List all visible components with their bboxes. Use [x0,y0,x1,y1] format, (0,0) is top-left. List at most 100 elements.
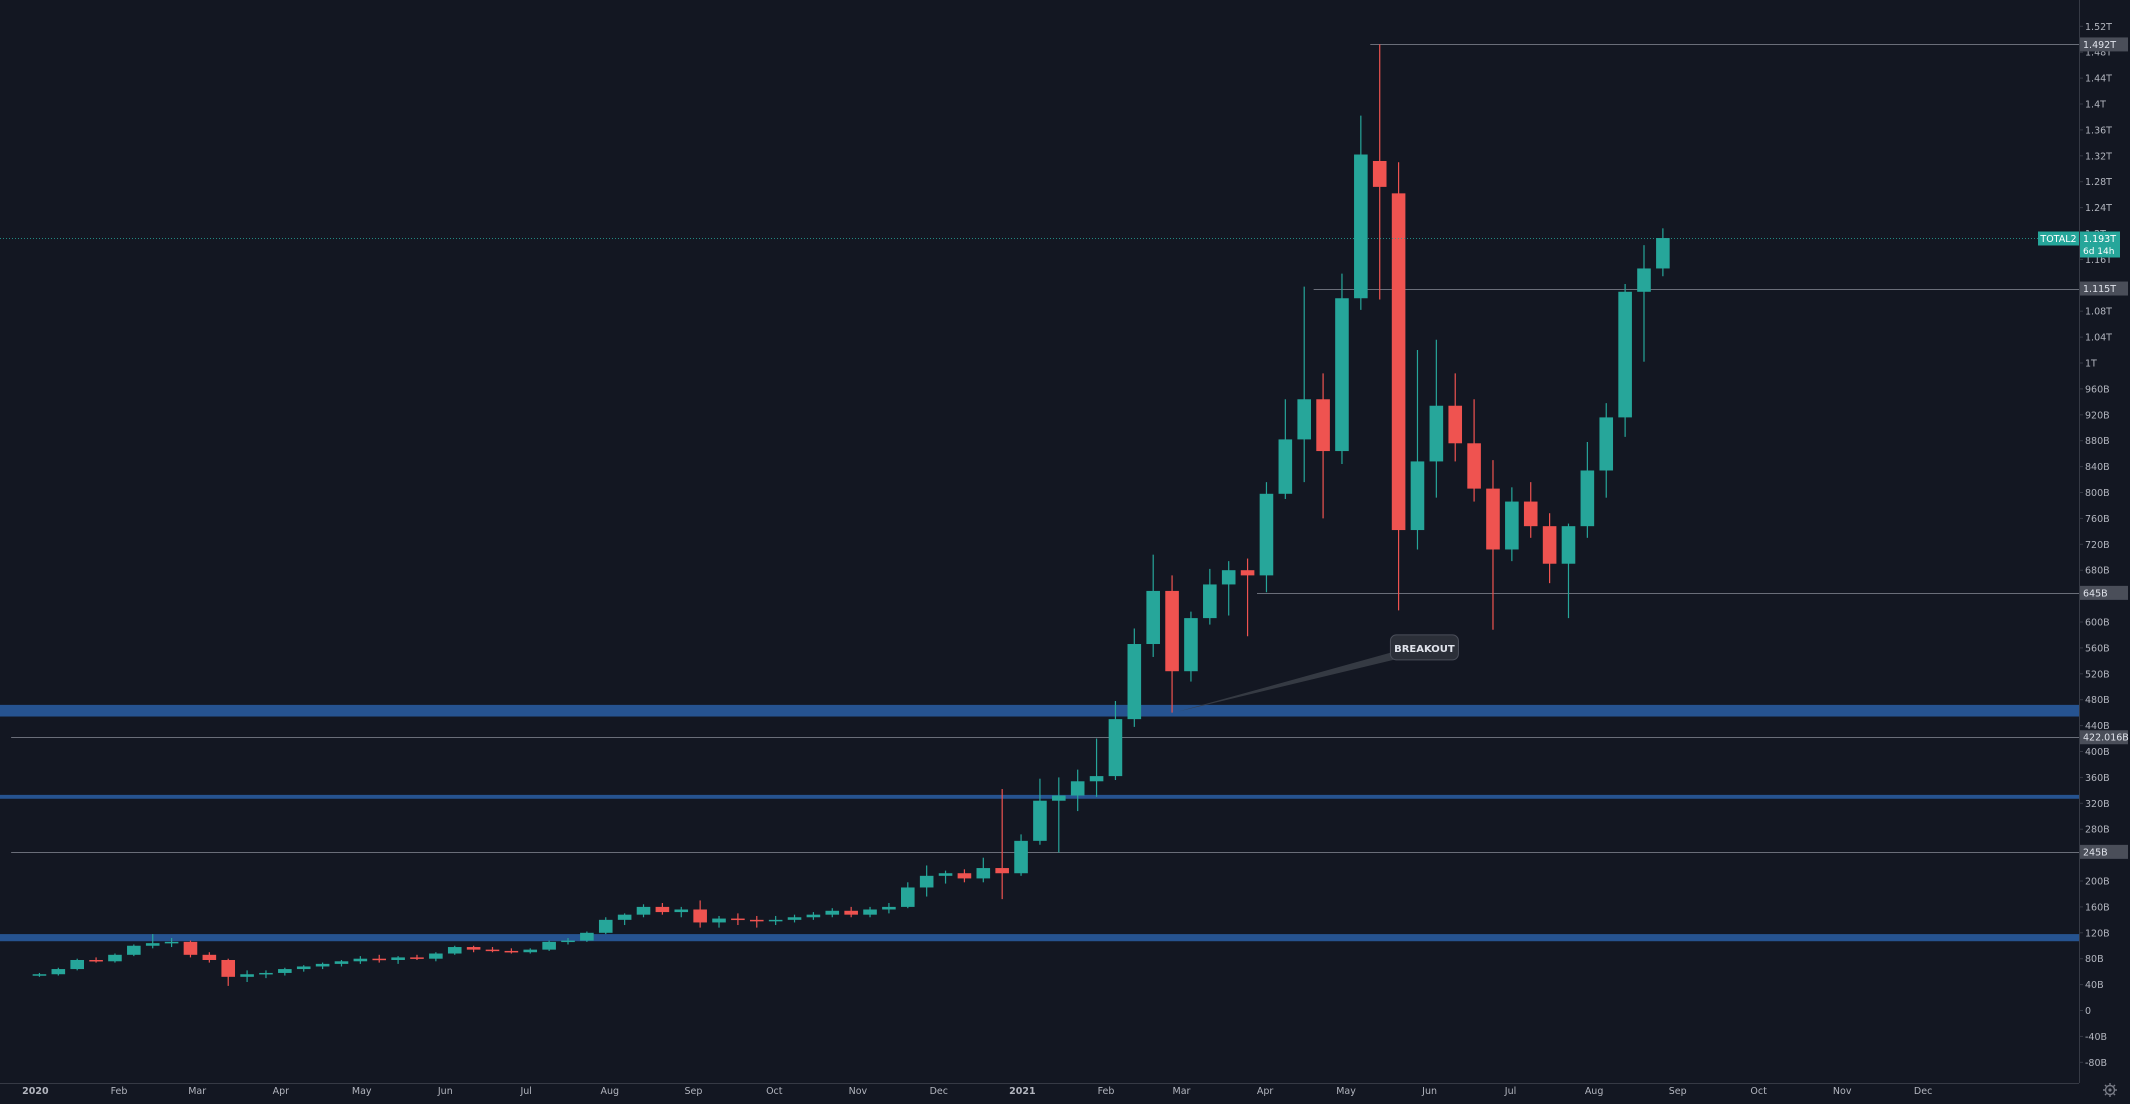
candle-body [825,910,840,915]
price-tick-label: 1.16T [2085,255,2112,266]
candle-body [1089,776,1104,782]
level-price-tag [2080,730,2128,745]
time-tick-label: Nov [849,1086,868,1097]
candle [1221,561,1236,616]
price-tick-label: 1.04T [2085,333,2112,344]
price-tick-label: -80B [2085,1058,2107,1069]
candle [731,913,745,926]
price-tick-label: 1.32T [2085,151,2112,162]
time-tick-label: Dec [930,1086,948,1097]
candle-body [1448,405,1463,444]
candle [108,953,122,963]
candle [1127,628,1142,727]
candle-body [1656,238,1670,269]
candle [523,948,538,954]
candle-body [466,947,481,950]
time-tick-label: 2020 [22,1086,49,1097]
candle-body [1505,501,1519,550]
candle [825,908,840,918]
time-tick-label: Apr [273,1086,290,1097]
horizontal-levels [11,44,2079,853]
candle-body [70,959,84,970]
candle [976,857,991,883]
price-tick-label: 480B [2085,695,2110,706]
candle [240,970,254,983]
price-tick-label: 680B [2085,566,2110,577]
candle [70,958,84,971]
candle-body [164,941,179,944]
candle-body [1391,193,1406,531]
support-zone [0,934,2079,942]
candle [1580,441,1595,538]
level-price-tag [2080,844,2128,859]
candle [1523,482,1538,538]
candle [1033,778,1047,845]
candle-body [1070,781,1085,796]
last-price-tag [2080,231,2120,258]
price-tick-label: 320B [2085,799,2110,810]
settings-gear-icon[interactable] [2103,1083,2117,1097]
candle-body [1561,526,1576,564]
price-tick-label: 0 [2085,1006,2091,1017]
candle-body [1278,439,1293,494]
candle-body [410,957,424,959]
candle [1278,399,1293,499]
price-tick-label: 1.08T [2085,307,2112,318]
price-tick-label: 840B [2085,462,2110,473]
candle-body [1259,493,1274,576]
time-tick-label: Mar [188,1086,206,1097]
annotation-text: BREAKOUT [1394,644,1455,655]
candle-body [712,918,726,923]
candle-body [938,873,953,876]
price-tick-label: 1.28T [2085,177,2112,188]
candle [1561,523,1576,619]
candle [636,904,651,918]
candle-body [1410,461,1425,531]
candle-body [561,940,575,943]
price-tick-label: 880B [2085,436,2110,447]
candle [938,870,953,884]
candle-body [278,969,292,973]
candle-body [542,941,556,950]
candle [1448,373,1463,462]
level-price-text: 1.492T [2083,40,2116,51]
candle-body [108,954,122,962]
candle [127,944,141,957]
candle-body [1203,584,1217,619]
candle-body [1486,488,1500,550]
candle-body [240,974,254,977]
candle [1240,558,1255,637]
candle [655,903,670,915]
candle-body [485,949,500,952]
level-price-tag [2080,37,2128,52]
candle [51,967,66,976]
candle [580,931,594,942]
price-tick-label: 1.52T [2085,22,2112,33]
annotation-pointer [1178,651,1394,712]
time-tick-label: Sep [1669,1086,1687,1097]
candle [1429,339,1444,498]
price-tick-label: 1.36T [2085,125,2112,136]
price-tick-label: 360B [2085,773,2110,784]
candle-body [957,873,972,879]
candle [1316,373,1330,519]
candle [806,912,821,920]
candle-body [145,943,160,946]
price-tick-label: 800B [2085,488,2110,499]
candle [617,913,632,926]
candle [863,906,877,918]
candle [429,952,443,962]
candle-body [806,914,821,918]
time-axis[interactable]: 2020 Feb Mar Apr May Jun Jul Aug Sep Oct Nov Dec 202… [0,1083,2079,1098]
candle-body [1523,501,1538,527]
symbol-tag-text: TOTAL2 [2039,234,2076,245]
candle-body [1354,154,1368,299]
candle [202,952,217,963]
candle [1089,738,1104,797]
candle-body [768,919,783,922]
candle [1372,44,1387,300]
candle [1637,245,1651,362]
price-axis[interactable]: 1.52T 1.48T 1.44T 1.4T 1.36T 1.32T 1.28T 1.24T 1… [2079,0,2112,1083]
